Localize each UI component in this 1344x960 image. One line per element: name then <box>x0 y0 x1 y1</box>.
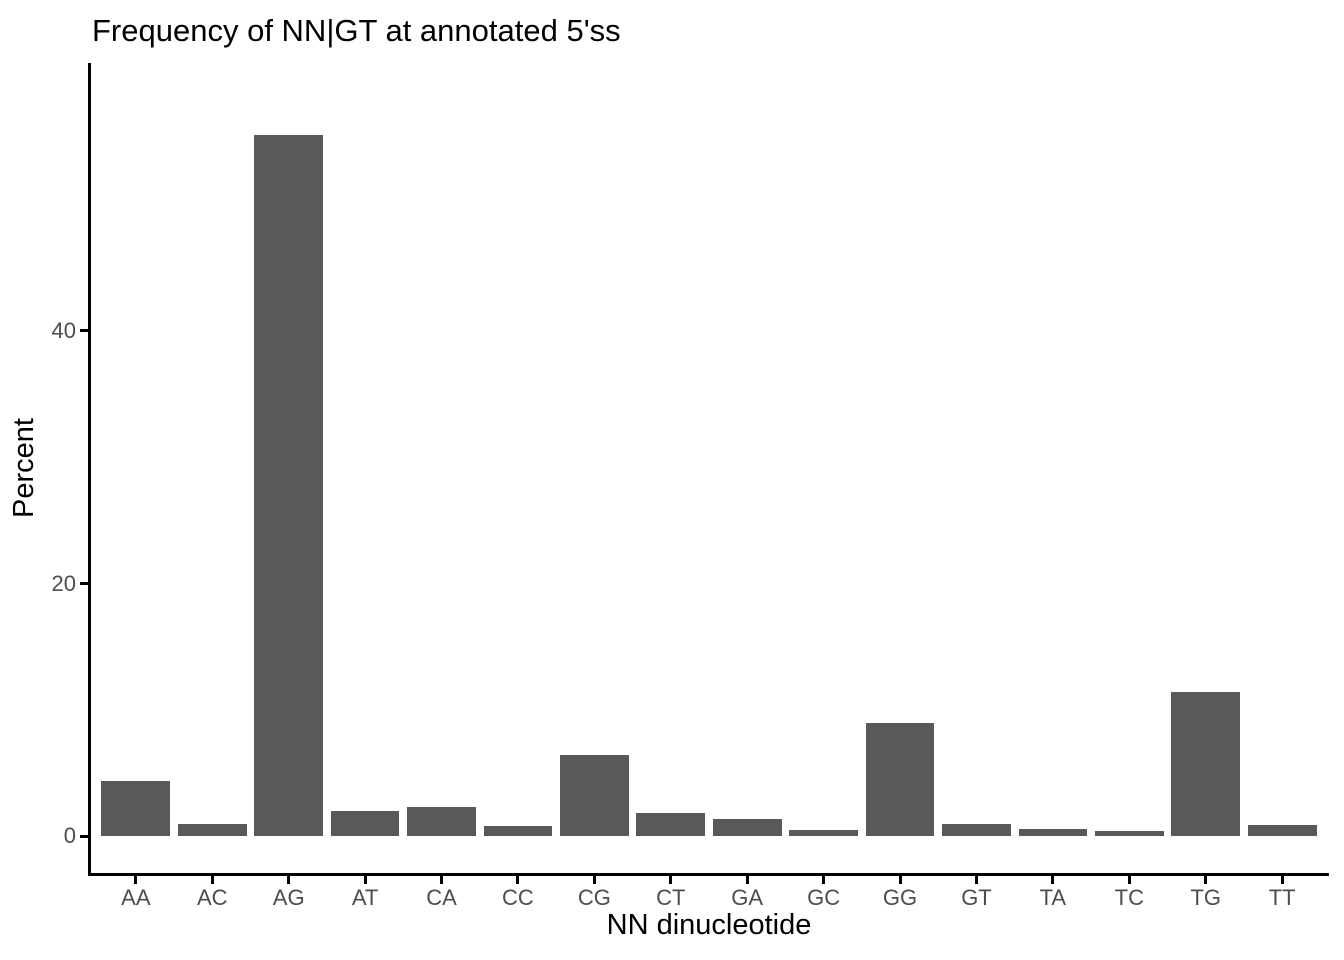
x-tick-mark-TG <box>1204 876 1208 884</box>
x-tick-label-CC: CC <box>502 885 534 910</box>
bar-AT <box>330 810 400 837</box>
x-tick-label-CG: CG <box>577 885 611 910</box>
chart-title: Frequency of NN|GT at annotated 5'ss <box>92 13 621 48</box>
x-tick-mark-AG <box>287 876 291 884</box>
bar-AG <box>254 135 324 837</box>
y-tick-mark-40 <box>80 329 88 333</box>
x-tick-mark-CT <box>669 876 673 884</box>
x-axis-line <box>88 873 1329 876</box>
x-tick-mark-CA <box>440 876 444 884</box>
bar-GT <box>942 823 1011 837</box>
bar-GG <box>865 722 935 837</box>
x-tick-label-AG: AG <box>272 885 305 910</box>
bar-TC <box>1094 831 1164 837</box>
x-tick-mark-TT <box>1280 876 1284 884</box>
y-tick-label-20: 20 <box>51 570 76 596</box>
bar-AA <box>101 780 171 837</box>
x-axis-title: NN dinucleotide <box>606 909 812 941</box>
y-tick-label-0: 0 <box>63 823 76 849</box>
x-tick-mark-TC <box>1127 876 1131 884</box>
x-tick-mark-CG <box>592 876 596 884</box>
bar-CG <box>559 755 629 837</box>
x-tick-label-GG: GG <box>882 885 918 910</box>
x-tick-label-CA: CA <box>426 885 457 910</box>
x-tick-label-TT: TT <box>1268 885 1296 910</box>
y-tick-mark-20 <box>80 582 88 586</box>
bar-TT <box>1247 824 1317 837</box>
x-tick-label-AT: AT <box>351 885 379 910</box>
x-tick-label-CT: CT <box>656 885 686 910</box>
bar-CT <box>636 813 706 837</box>
bar-CC <box>483 826 553 837</box>
x-tick-label-AC: AC <box>196 885 228 910</box>
x-tick-label-AA: AA <box>121 885 151 910</box>
x-tick-label-TC: TC <box>1114 885 1144 910</box>
bar-AC <box>177 823 247 837</box>
x-tick-mark-GC <box>822 876 826 884</box>
x-tick-label-TG: TG <box>1190 885 1221 910</box>
bar-CA <box>407 807 476 837</box>
bar-TG <box>1171 692 1241 837</box>
x-tick-mark-AT <box>363 876 367 884</box>
y-axis-line <box>88 63 91 874</box>
x-tick-mark-AA <box>134 876 138 884</box>
x-tick-mark-AC <box>210 876 214 884</box>
y-tick-label-40: 40 <box>51 317 76 343</box>
x-tick-mark-GT <box>974 876 978 884</box>
x-tick-mark-GG <box>898 876 902 884</box>
x-tick-mark-TA <box>1051 876 1055 884</box>
x-tick-label-TA: TA <box>1039 885 1067 910</box>
y-axis-title: Percent <box>8 418 40 518</box>
y-tick-mark-0 <box>80 834 88 838</box>
bar-GA <box>712 818 782 837</box>
x-tick-mark-CC <box>516 876 520 884</box>
x-tick-label-GC: GC <box>807 885 841 910</box>
x-tick-label-GT: GT <box>961 885 992 910</box>
bar-TA <box>1018 828 1088 837</box>
x-tick-mark-GA <box>745 876 749 884</box>
bar-GC <box>789 829 858 837</box>
x-tick-label-GA: GA <box>731 885 764 910</box>
plot-panel <box>90 63 1328 873</box>
